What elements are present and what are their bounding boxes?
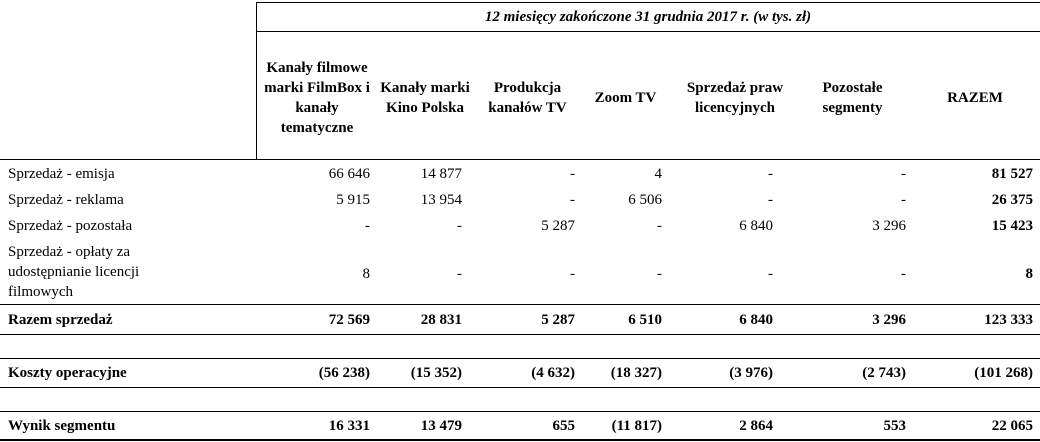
table-cell: - xyxy=(901,166,906,182)
table-cell: (15 352) xyxy=(410,365,462,381)
table-cell-total: 123 333 xyxy=(984,312,1033,328)
column-header-produkcja: Produkcja kanałów TV xyxy=(488,80,567,116)
subtotal-top-rule xyxy=(0,304,1040,305)
table-cell: - xyxy=(570,266,575,282)
subtotal-bottom-rule xyxy=(0,334,1040,335)
row-label-emisja: Sprzedaż - emisja xyxy=(8,166,115,182)
table-cell: 6 506 xyxy=(628,192,662,208)
table-cell: 8 xyxy=(362,266,371,282)
table-cell: 655 xyxy=(552,418,576,434)
table-cell: (2 743) xyxy=(862,365,906,381)
column-header-kino-polska: Kanały marki Kino Polska xyxy=(380,80,470,116)
table-cell: - xyxy=(570,192,575,208)
column-header-prawa-licencyjne: Sprzedaż praw licencyjnych xyxy=(686,80,784,116)
table-cell: - xyxy=(457,218,462,234)
table-cell: 6 840 xyxy=(739,218,773,234)
table-cell: 66 646 xyxy=(328,166,370,182)
table-cell: (4 632) xyxy=(531,365,575,381)
table-cell-total: 8 xyxy=(1025,266,1034,282)
table-cell: - xyxy=(657,266,662,282)
table-cell: 6 510 xyxy=(628,312,662,328)
table-cell: 14 877 xyxy=(420,166,462,182)
table-cell: 5 287 xyxy=(541,312,575,328)
table-title: 12 miesięcy zakończone 31 grudnia 2017 r… xyxy=(484,9,812,25)
table-cell-total: 15 423 xyxy=(991,218,1033,234)
header-top-rule xyxy=(256,2,1040,3)
table-bottom-rule xyxy=(0,439,1040,441)
table-cell-total: (101 268) xyxy=(974,365,1033,381)
table-cell: - xyxy=(768,166,773,182)
column-header-filmbox: Kanały filmowe marki FilmBox i kanały te… xyxy=(264,60,370,136)
row-label-oplaty-licencyjne: Sprzedaż - opłaty za udostępnianie licen… xyxy=(8,244,140,300)
table-cell: - xyxy=(901,192,906,208)
row-label-razem-sprzedaz: Razem sprzedaż xyxy=(8,312,113,328)
table-cell: 3 296 xyxy=(872,218,906,234)
header-bottom-rule xyxy=(0,159,1040,160)
table-cell: (56 238) xyxy=(318,365,370,381)
table-cell: - xyxy=(768,192,773,208)
table-cell: - xyxy=(901,266,906,282)
table-cell: (3 976) xyxy=(729,365,773,381)
costs-bottom-rule xyxy=(0,387,1040,388)
table-cell: - xyxy=(570,166,575,182)
table-cell: 2 864 xyxy=(739,418,773,434)
table-cell: 6 840 xyxy=(739,312,773,328)
table-cell-total: 22 065 xyxy=(991,418,1033,434)
table-cell-total: 81 527 xyxy=(991,166,1033,182)
table-cell: 553 xyxy=(883,418,907,434)
table-cell: 13 479 xyxy=(420,418,462,434)
table-cell: 4 xyxy=(654,166,663,182)
table-cell: 5 915 xyxy=(336,192,370,208)
table-cell: (18 327) xyxy=(610,365,662,381)
header-left-rule xyxy=(256,2,257,159)
table-cell: - xyxy=(365,218,370,234)
table-cell: - xyxy=(768,266,773,282)
column-header-pozostale: Pozostałe segmenty xyxy=(822,80,883,116)
row-label-wynik-segmentu: Wynik segmentu xyxy=(8,418,116,434)
table-cell: 13 954 xyxy=(420,192,462,208)
table-cell: (11 817) xyxy=(611,418,662,434)
table-cell: 5 287 xyxy=(541,218,575,234)
column-header-razem: RAZEM xyxy=(947,90,1003,106)
costs-top-rule xyxy=(0,358,1040,359)
table-cell: - xyxy=(457,266,462,282)
table-cell-total: 26 375 xyxy=(991,192,1033,208)
table-cell: 3 296 xyxy=(872,312,906,328)
row-label-koszty-operacyjne: Koszty operacyjne xyxy=(8,365,127,381)
column-header-zoom-tv: Zoom TV xyxy=(594,90,657,106)
title-underline xyxy=(256,31,1040,32)
row-label-reklama: Sprzedaż - reklama xyxy=(8,192,124,208)
table-cell: 28 831 xyxy=(420,312,462,328)
table-cell: - xyxy=(657,218,662,234)
table-cell: 16 331 xyxy=(328,418,370,434)
row-label-pozostala: Sprzedaż - pozostała xyxy=(8,218,133,234)
table-cell: 72 569 xyxy=(328,312,370,328)
result-top-rule xyxy=(0,411,1040,412)
